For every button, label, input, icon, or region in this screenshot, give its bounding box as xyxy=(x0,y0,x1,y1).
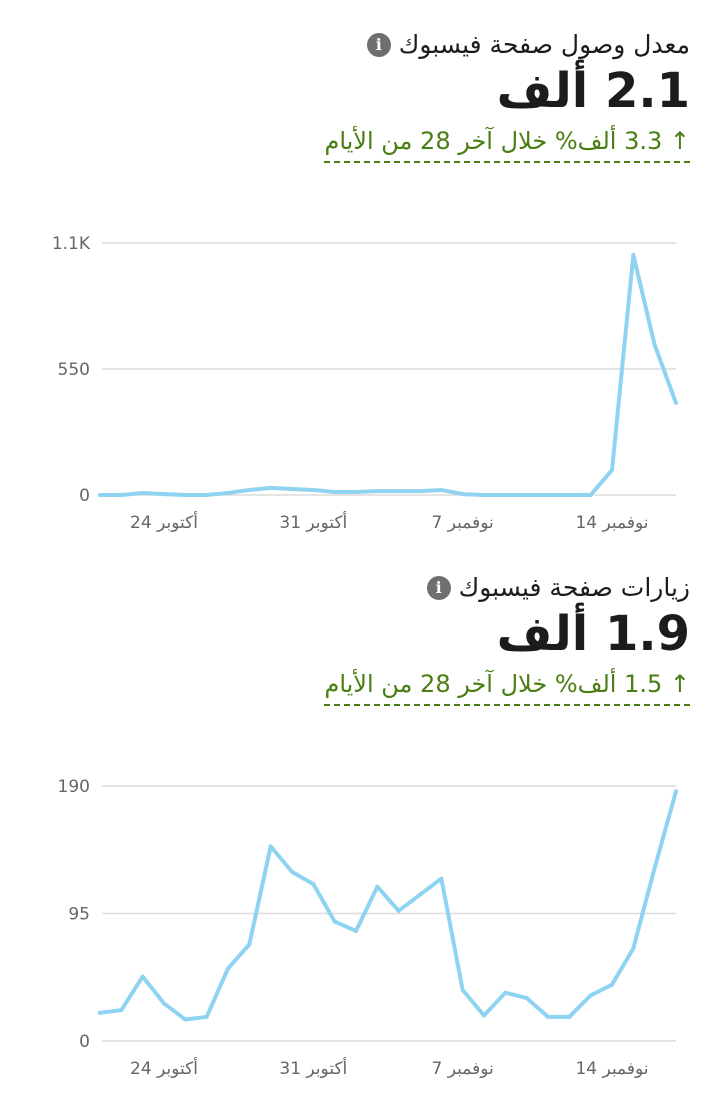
reach-card: معدل وصول صفحة فيسبوك i 2.1 ألف ↑ 3.3 ألف… xyxy=(0,0,720,545)
data-point xyxy=(460,492,465,497)
data-point xyxy=(204,1014,209,1019)
data-point xyxy=(652,342,657,347)
data-point xyxy=(524,996,529,1001)
title-text: معدل وصول صفحة فيسبوك xyxy=(398,30,690,59)
info-icon[interactable]: i xyxy=(426,575,451,600)
x-tick-label: 31 أكتوبر xyxy=(279,511,347,533)
chart-title: معدل وصول صفحة فيسبوك i xyxy=(324,30,690,59)
data-point xyxy=(332,919,337,924)
data-point xyxy=(98,1010,102,1015)
data-point xyxy=(652,865,657,870)
data-point xyxy=(183,1017,188,1022)
data-point xyxy=(140,490,145,495)
data-point xyxy=(162,492,166,497)
data-point xyxy=(524,493,529,497)
data-point xyxy=(674,400,678,405)
data-point xyxy=(610,982,614,987)
delta-text: ↑ 1.5 ألف% خلال آخر 28 من الأيام xyxy=(324,670,690,706)
data-point xyxy=(567,1014,572,1019)
title-text: زيارات صفحة فيسبوك xyxy=(458,573,690,602)
data-point xyxy=(354,490,358,495)
data-point xyxy=(268,844,273,849)
data-point xyxy=(140,974,145,979)
data-point xyxy=(439,876,444,881)
x-tick-label: 24 أكتوبر xyxy=(130,511,198,533)
data-point xyxy=(311,881,316,886)
data-point xyxy=(482,1013,486,1018)
reach-chart: 0 550 1.1K 24 أكتوبر 31 أكتوبر 7 نوفمبر 14 نوف… xyxy=(52,234,678,533)
data-point xyxy=(311,487,316,492)
data-point xyxy=(503,990,508,995)
x-tick-label: 7 نوفمبر xyxy=(432,1059,494,1079)
delta-text: ↑ 3.3 ألف% خلال آخر 28 من الأيام xyxy=(324,127,690,163)
data-point xyxy=(631,946,636,951)
data-point xyxy=(418,489,422,494)
data-point xyxy=(247,487,252,492)
data-point xyxy=(439,487,444,492)
data-point xyxy=(588,493,593,497)
y-tick-label: 190 xyxy=(58,777,90,797)
data-point xyxy=(226,966,230,971)
x-tick-label: 14 نوفمبر xyxy=(575,513,648,533)
data-point xyxy=(482,493,486,497)
data-point xyxy=(396,908,401,913)
data-point xyxy=(546,1014,550,1019)
data-point xyxy=(354,928,358,933)
total-value: 1.9 ألف xyxy=(496,606,690,662)
data-point xyxy=(503,493,508,497)
data-point xyxy=(268,485,273,490)
data-point xyxy=(674,789,678,794)
data-point xyxy=(247,942,252,947)
data-point xyxy=(119,493,124,497)
data-point xyxy=(332,490,337,495)
x-tick-label: 14 نوفمبر xyxy=(575,1059,648,1079)
series-line xyxy=(98,789,678,1022)
y-tick-label: 1.1K xyxy=(52,234,91,254)
y-tick-label: 0 xyxy=(79,486,90,506)
series-line xyxy=(98,252,678,497)
data-point xyxy=(98,493,102,497)
data-point xyxy=(183,493,188,497)
chart-title: زيارات صفحة فيسبوك i xyxy=(324,573,690,602)
y-tick-label: 550 xyxy=(58,360,90,380)
data-point xyxy=(375,489,380,494)
y-tick-label: 0 xyxy=(79,1032,90,1052)
data-point xyxy=(119,1008,124,1013)
data-point xyxy=(460,988,465,992)
x-tick-label: 24 أكتوبر xyxy=(130,1057,198,1079)
x-tick-label: 31 أكتوبر xyxy=(279,1057,347,1079)
data-point xyxy=(290,869,294,874)
x-tick-label: 7 نوفمبر xyxy=(432,513,494,533)
data-point xyxy=(375,884,380,889)
data-point xyxy=(396,489,401,494)
y-tick-label: 95 xyxy=(68,905,90,925)
data-point xyxy=(418,892,422,897)
data-point xyxy=(546,493,550,497)
data-point xyxy=(631,252,636,257)
data-point xyxy=(162,1001,166,1006)
data-point xyxy=(226,490,230,495)
data-point xyxy=(610,468,614,473)
data-point xyxy=(290,487,294,492)
data-point xyxy=(204,493,209,497)
data-point xyxy=(567,493,572,497)
total-value: 2.1 ألف xyxy=(496,63,690,119)
data-point xyxy=(588,993,593,998)
info-icon[interactable]: i xyxy=(366,32,391,57)
